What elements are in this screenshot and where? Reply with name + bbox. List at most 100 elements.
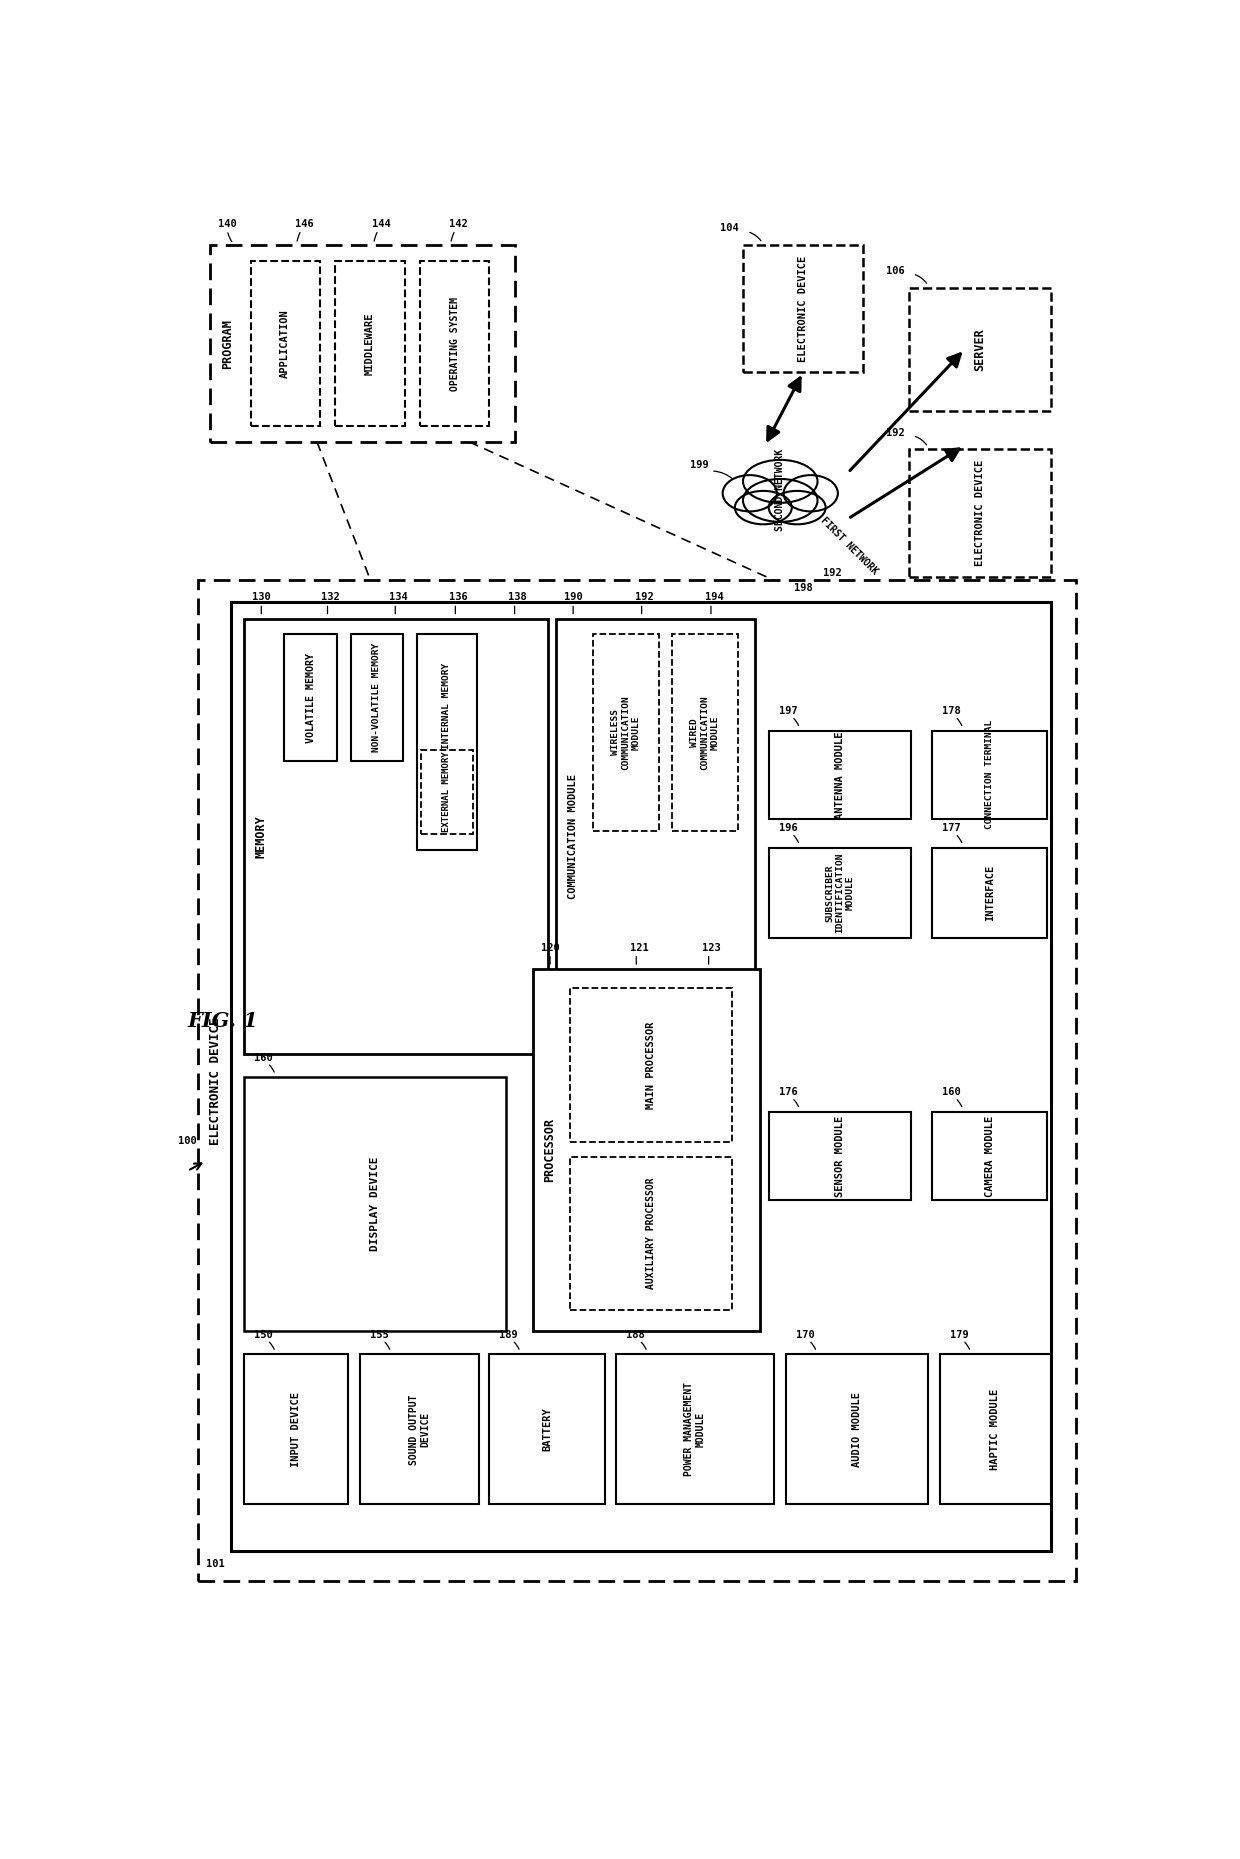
Bar (360, 1353, 479, 1504)
Text: SOUND OUTPUT
DEVICE: SOUND OUTPUT DEVICE (409, 1394, 430, 1465)
Text: 150: 150 (254, 1329, 273, 1340)
Bar (932, 731, 1048, 820)
Bar (211, 245, 515, 442)
Text: 121: 121 (630, 943, 649, 952)
Bar (672, 634, 738, 831)
Text: CONNECTION TERMINAL: CONNECTION TERMINAL (986, 719, 994, 829)
Text: 160: 160 (254, 1052, 273, 1063)
Bar (909, 288, 1052, 411)
Text: PROCESSOR: PROCESSOR (543, 1117, 557, 1182)
Ellipse shape (769, 491, 826, 524)
Bar (284, 634, 337, 762)
Bar (351, 634, 403, 762)
Text: APPLICATION: APPLICATION (280, 309, 290, 377)
Bar (198, 580, 1076, 1582)
Bar (932, 1112, 1048, 1201)
Text: 144: 144 (372, 219, 391, 229)
Text: COMMUNICATION MODULE: COMMUNICATION MODULE (568, 773, 578, 900)
Text: MAIN PROCESSOR: MAIN PROCESSOR (646, 1022, 656, 1110)
Bar (769, 848, 911, 939)
Text: INTERFACE: INTERFACE (985, 864, 994, 920)
Text: 130: 130 (252, 593, 270, 602)
Bar (769, 1112, 911, 1201)
Text: 170: 170 (796, 1329, 815, 1340)
Bar (743, 245, 863, 372)
Text: 140: 140 (218, 219, 237, 229)
Text: VOLATILE MEMORY: VOLATILE MEMORY (305, 653, 315, 744)
Text: ANTENNA MODULE: ANTENNA MODULE (835, 731, 844, 818)
Text: MIDDLEWARE: MIDDLEWARE (365, 312, 374, 376)
Text: 104: 104 (720, 223, 739, 234)
Text: SERVER: SERVER (973, 327, 987, 370)
Text: FIG. 1: FIG. 1 (187, 1011, 258, 1030)
Text: 136: 136 (449, 593, 467, 602)
Bar (244, 1076, 506, 1331)
Text: 199: 199 (689, 459, 709, 470)
Ellipse shape (784, 476, 838, 511)
Ellipse shape (743, 480, 817, 522)
Text: 155: 155 (370, 1329, 388, 1340)
Text: 189: 189 (498, 1329, 518, 1340)
Bar (417, 634, 477, 850)
Bar (250, 260, 320, 426)
Text: POWER MANAGEMENT
MODULE: POWER MANAGEMENT MODULE (684, 1383, 706, 1476)
Text: 142: 142 (449, 219, 467, 229)
Bar (490, 1353, 605, 1504)
Text: 197: 197 (779, 706, 797, 716)
Text: ELECTRONIC DEVICE: ELECTRONIC DEVICE (208, 1017, 222, 1145)
Text: 132: 132 (321, 593, 340, 602)
Text: SUBSCRIBER
IDENTIFICATION
MODULE: SUBSCRIBER IDENTIFICATION MODULE (825, 853, 854, 933)
Text: PROGRAM: PROGRAM (221, 318, 234, 368)
Text: BATTERY: BATTERY (542, 1407, 552, 1452)
Bar (231, 602, 1052, 1550)
Text: HAPTIC MODULE: HAPTIC MODULE (991, 1389, 1001, 1470)
Text: 176: 176 (779, 1088, 797, 1097)
Bar (616, 1353, 774, 1504)
Ellipse shape (735, 491, 792, 524)
Text: INTERNAL MEMORY: INTERNAL MEMORY (443, 662, 451, 749)
Bar (593, 634, 658, 831)
Text: 192: 192 (885, 428, 904, 437)
Text: SENSOR MODULE: SENSOR MODULE (835, 1115, 844, 1197)
Text: INPUT DEVICE: INPUT DEVICE (291, 1392, 301, 1467)
Text: 120: 120 (541, 943, 559, 952)
Text: 134: 134 (389, 593, 408, 602)
Text: 101: 101 (206, 1560, 224, 1569)
Text: OPERATING SYSTEM: OPERATING SYSTEM (450, 297, 460, 390)
Text: SECOND NETWORK: SECOND NETWORK (775, 448, 785, 530)
Text: 100: 100 (179, 1136, 197, 1145)
Text: AUDIO MODULE: AUDIO MODULE (852, 1392, 862, 1467)
Bar (570, 989, 732, 1143)
Bar (335, 260, 404, 426)
Bar (570, 1156, 732, 1309)
Text: AUXILIARY PROCESSOR: AUXILIARY PROCESSOR (646, 1177, 656, 1288)
Bar (420, 749, 472, 835)
Text: 106: 106 (885, 266, 904, 275)
Text: 188: 188 (626, 1329, 645, 1340)
Text: FIRST NETWORK: FIRST NETWORK (820, 515, 880, 576)
Text: NON-VOLATILE MEMORY: NON-VOLATILE MEMORY (372, 643, 381, 753)
Text: 194: 194 (704, 593, 723, 602)
Text: MEMORY: MEMORY (254, 814, 268, 857)
Text: 196: 196 (779, 824, 797, 833)
Bar (420, 260, 490, 426)
Text: ELECTRONIC DEVICE: ELECTRONIC DEVICE (975, 459, 985, 567)
Text: DISPLAY DEVICE: DISPLAY DEVICE (371, 1156, 381, 1251)
Text: 192: 192 (635, 593, 655, 602)
Bar (533, 969, 760, 1331)
Bar (909, 450, 1052, 576)
Text: 177: 177 (942, 824, 961, 833)
Text: 190: 190 (564, 593, 583, 602)
Text: 178: 178 (942, 706, 961, 716)
Text: 198: 198 (794, 584, 812, 593)
Text: EXTERNAL MEMORY: EXTERNAL MEMORY (443, 751, 451, 833)
Text: 138: 138 (508, 593, 527, 602)
Bar (244, 1353, 348, 1504)
Text: 160: 160 (942, 1088, 961, 1097)
Text: ELECTRONIC DEVICE: ELECTRONIC DEVICE (799, 257, 808, 363)
Bar (932, 848, 1048, 939)
Bar (244, 619, 548, 1054)
Text: CAMERA MODULE: CAMERA MODULE (985, 1115, 994, 1197)
Ellipse shape (743, 459, 817, 502)
Bar (769, 731, 911, 820)
